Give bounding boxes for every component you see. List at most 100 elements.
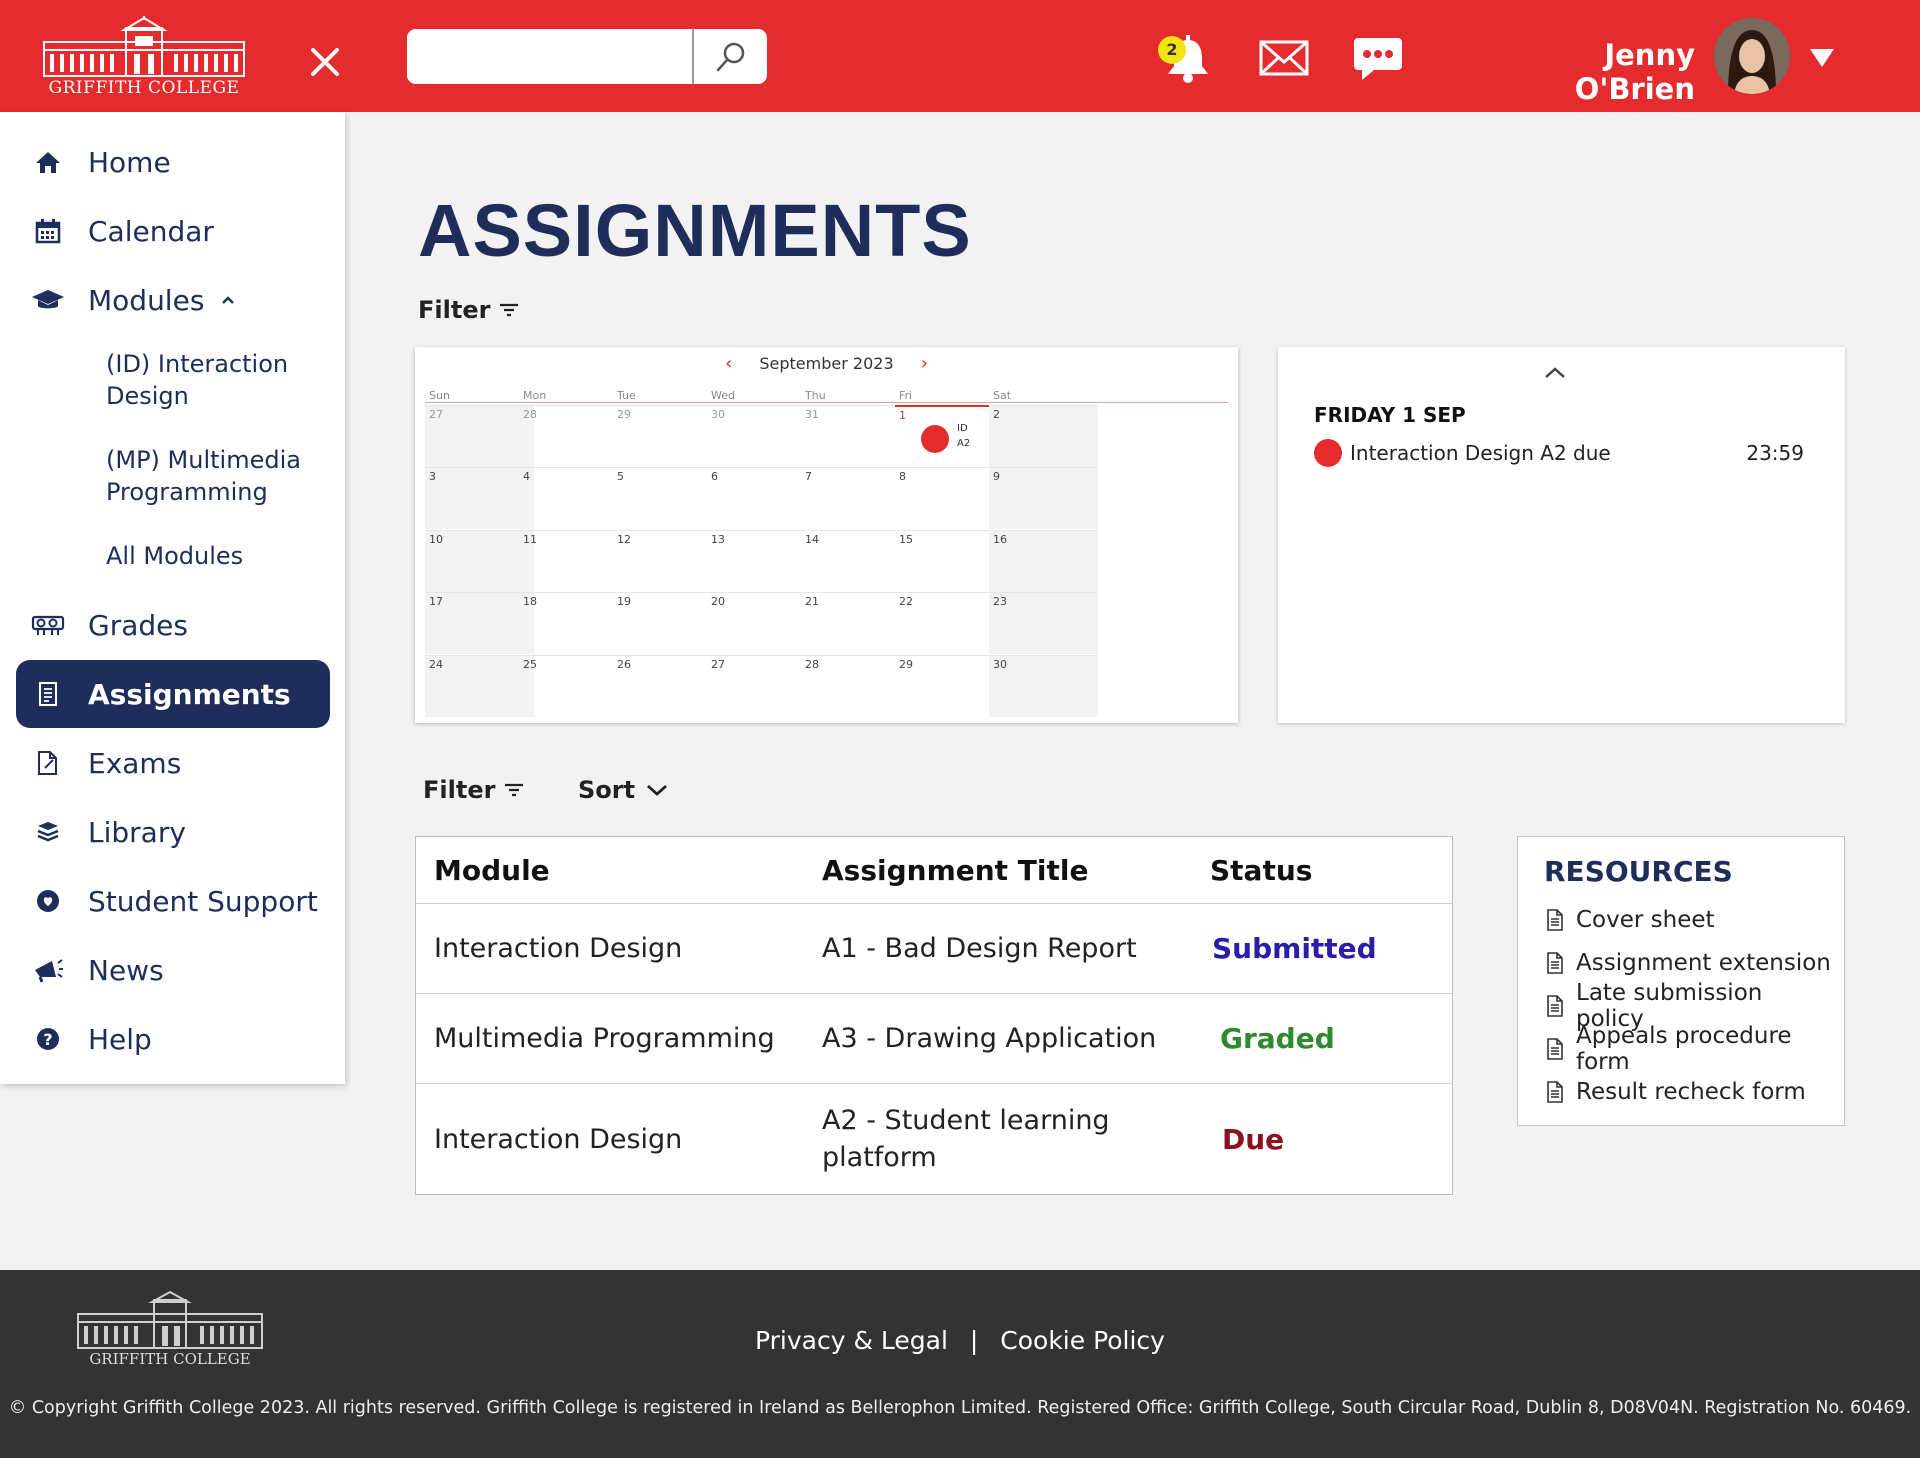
user-name[interactable]: Jenny O'Brien [1574,38,1695,106]
calendar-day-cell[interactable]: 5 [613,467,722,529]
calendar-day-number: 14 [805,532,819,546]
calendar-day-cell[interactable]: 27 [425,405,534,467]
collapse-panel-button[interactable] [1540,361,1570,385]
calendar-day-cell[interactable]: 4 [519,467,628,529]
search-bar [407,29,767,84]
calendar-day-cell[interactable]: 6 [707,467,816,529]
calendar-day-cell[interactable]: 29 [895,654,1004,717]
calendar-day-cell[interactable]: 14 [801,529,910,592]
sidebar-item-news[interactable]: News [16,936,330,1004]
calendar-day-cell[interactable]: 1 ID A2 [895,405,1004,467]
calendar-day-cell[interactable]: 29 [613,405,722,467]
search-input[interactable] [407,29,692,84]
calendar-day-cell[interactable]: 27 [707,654,816,717]
user-avatar[interactable] [1714,18,1790,94]
chat-icon [1354,38,1402,80]
sidebar-subitem-interaction-design[interactable]: (ID) Interaction Design [106,350,289,410]
calendar-day-cell[interactable]: 21 [801,592,910,654]
footer-logo-text: GRIFFITH COLLEGE [89,1350,251,1368]
sidebar-item-assignments[interactable]: Assignments [16,660,330,728]
resource-link-late-submission-policy[interactable]: Late submission policy [1546,980,1836,1032]
event-label-line: A2 [957,438,971,449]
resource-link-assignment-extension[interactable]: Assignment extension [1546,946,1836,980]
calendar-day-cell[interactable]: 18 [519,592,628,654]
table-row[interactable]: Interaction Design A2 - Student learning… [416,1084,1452,1194]
calendar-filter-button[interactable]: Filter [418,296,520,324]
calendar-day-cell[interactable]: 12 [613,529,722,592]
resource-link-result-recheck-form[interactable]: Result recheck form [1546,1075,1836,1109]
cookie-policy-link[interactable]: Cookie Policy [1000,1326,1165,1355]
calendar-day-cell[interactable]: 26 [613,654,722,717]
calendar-day-cell[interactable]: 9 [989,467,1098,530]
day-events-panel: FRIDAY 1 SEP Interaction Design A2 due 2… [1278,347,1845,723]
calendar-day-cell[interactable]: 25 [519,654,628,717]
sidebar-item-calendar[interactable]: Calendar [16,197,330,265]
sidebar-item-label: Student Support [88,884,318,918]
table-row[interactable]: Interaction Design A1 - Bad Design Repor… [416,904,1452,994]
calendar-day-cell[interactable]: 3 [425,467,534,530]
calendar-day-cell[interactable]: 15 [895,529,1004,592]
calendar-day-number: 11 [523,532,537,546]
sidebar-item-student-support[interactable]: Student Support [16,867,330,935]
module-cell: Interaction Design [434,933,683,964]
calendar-day-cell[interactable]: 31 [801,405,910,467]
calendar-month-label: September 2023 [759,354,894,373]
calendar-day-cell[interactable]: 19 [613,592,722,654]
resource-label: Cover sheet [1576,907,1715,933]
sidebar-item-help[interactable]: ? Help [16,1005,330,1073]
calendar-prev-button[interactable]: ‹ [725,353,733,374]
event-item[interactable]: Interaction Design A2 due 23:59 [1314,437,1804,469]
calendar-day-cell[interactable]: 24 [425,654,534,717]
calendar-day-number: 9 [993,470,1000,484]
calendar-day-cell[interactable]: 30 [989,654,1098,717]
calendar-day-cell[interactable]: 2 [989,405,1098,467]
calendar-day-cell[interactable]: 28 [801,654,910,717]
chat-button[interactable] [1352,34,1404,82]
search-button[interactable] [692,29,767,84]
calendar-day-cell[interactable]: 30 [707,405,816,467]
sidebar-item-exams[interactable]: Exams [16,729,330,797]
messages-button[interactable] [1258,38,1310,78]
calendar-day-cell[interactable]: 13 [707,529,816,592]
sidebar-subitem-multimedia-programming[interactable]: (MP) Multimedia Programming [106,446,301,506]
footer: GRIFFITH COLLEGE Privacy & Legal | Cooki… [0,1270,1920,1458]
library-icon [26,817,70,847]
calendar-day-cell[interactable]: 22 [895,592,1004,654]
table-row[interactable]: Multimedia Programming A3 - Drawing Appl… [416,994,1452,1084]
sidebar-item-modules[interactable]: Modules [16,266,330,334]
calendar-day-cell[interactable]: 10 [425,529,534,592]
logo-text: GRIFFITH COLLEGE [48,78,240,98]
calendar-day-cell[interactable]: 8 [895,467,1004,529]
user-menu-dropdown[interactable] [1808,46,1836,70]
calendar-day-number: 18 [523,595,537,609]
sidebar-item-home[interactable]: Home [16,128,330,196]
griffith-college-logo[interactable]: GRIFFITH COLLEGE [40,16,248,100]
status-badge: Submitted [1212,932,1377,965]
calendar-day-cell[interactable]: 7 [801,467,910,529]
sidebar-item-library[interactable]: Library [16,798,330,866]
privacy-legal-link[interactable]: Privacy & Legal [755,1326,948,1355]
calendar-weekday-row: Sun Mon Tue Wed Thu Fri Sat [425,389,1228,403]
calendar-day-cell[interactable]: 20 [707,592,816,654]
calendar-day-cell[interactable]: 16 [989,529,1098,592]
notifications-button[interactable]: 2 [1158,34,1218,84]
event-title: Interaction Design A2 due [1350,441,1611,465]
calendar-day-cell[interactable]: 28 [519,405,628,467]
sidebar-item-grades[interactable]: Grades [16,591,330,659]
resource-link-cover-sheet[interactable]: Cover sheet [1546,903,1836,937]
calendar-day-cell[interactable]: 23 [989,592,1098,655]
resource-label: Assignment extension [1576,950,1831,976]
table-filter-button[interactable]: Filter [423,776,525,804]
filter-icon [500,303,519,317]
sidebar-subitem-all-modules[interactable]: All Modules [106,542,244,570]
calendar-day-number: 19 [617,595,631,609]
sidebar-item-label: Help [88,1022,152,1056]
close-menu-button[interactable] [303,40,347,84]
weekday-label: Fri [899,389,913,402]
sort-dropdown[interactable]: Sort [578,776,669,804]
calendar-day-cell[interactable]: 17 [425,592,534,655]
event-dot-icon[interactable] [921,425,949,453]
resource-link-appeals-procedure-form[interactable]: Appeals procedure form [1546,1023,1836,1075]
calendar-day-cell[interactable]: 11 [519,529,628,592]
calendar-next-button[interactable]: › [920,353,928,374]
